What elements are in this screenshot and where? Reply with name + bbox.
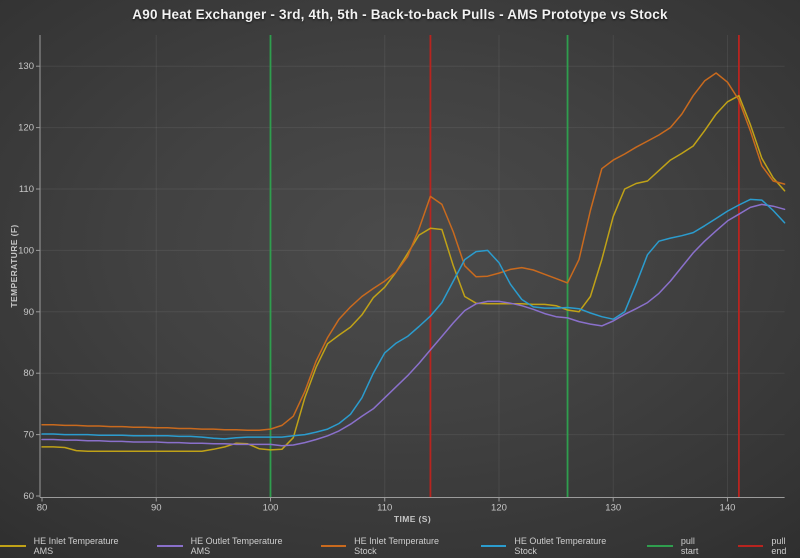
y-tick-label: 130 — [18, 61, 34, 72]
y-tick-label: 70 — [23, 430, 34, 441]
legend-item-he-outlet-temperature-stock: HE Outlet Temperature Stock — [480, 536, 622, 556]
legend-swatch — [320, 545, 347, 547]
x-tick-label: 110 — [377, 503, 392, 514]
legend-label: HE Outlet Temperature Stock — [514, 536, 607, 556]
y-tick-label: 90 — [23, 307, 34, 318]
x-tick-label: 130 — [605, 503, 621, 514]
x-tick-label: 80 — [37, 503, 48, 514]
y-tick-label: 110 — [19, 184, 34, 195]
y-axis-title: TEMPERATURE (F) — [9, 224, 19, 308]
x-axis-title: TIME (S) — [393, 514, 432, 524]
series-line-he-inlet-temperature-ams — [41, 94, 786, 452]
y-tick-label: 60 — [23, 491, 34, 502]
legend-label: HE Inlet Temperature Stock — [354, 536, 440, 556]
legend-item-he-inlet-temperature-ams: HE Inlet Temperature AMS — [0, 536, 131, 556]
legend-swatch — [0, 545, 26, 547]
x-tick-label: 90 — [151, 503, 162, 514]
legend-swatch — [647, 545, 673, 547]
legend: HE Inlet Temperature AMS HE Outlet Temper… — [0, 536, 800, 556]
y-tick-label: 100 — [18, 245, 34, 256]
x-tick-label: 100 — [263, 503, 279, 514]
legend-item-pull-start: pull start — [647, 536, 711, 556]
y-tick-label: 120 — [18, 123, 34, 134]
x-tick-label: 140 — [720, 503, 736, 514]
y-tick-label: 80 — [23, 368, 34, 379]
legend-item-he-inlet-temperature-stock: HE Inlet Temperature Stock — [320, 536, 455, 556]
legend-label: HE Outlet Temperature AMS — [190, 536, 283, 556]
legend-item-pull-end: pull end — [737, 536, 800, 556]
series-line-he-outlet-temperature-stock — [41, 198, 786, 440]
legend-label: HE Inlet Temperature AMS — [33, 536, 119, 556]
legend-swatch — [480, 545, 507, 547]
chart-title: A90 Heat Exchanger - 3rd, 4th, 5th - Bac… — [132, 7, 668, 22]
legend-item-he-outlet-temperature-ams: HE Outlet Temperature AMS — [157, 536, 294, 556]
legend-swatch — [157, 545, 183, 547]
legend-label: pull end — [771, 536, 787, 556]
legend-label: pull start — [680, 536, 699, 556]
series-line-he-inlet-temperature-stock — [41, 72, 786, 432]
series-line-he-outlet-temperature-ams — [41, 203, 786, 447]
x-tick-label: 120 — [491, 503, 507, 514]
legend-swatch — [737, 545, 764, 547]
